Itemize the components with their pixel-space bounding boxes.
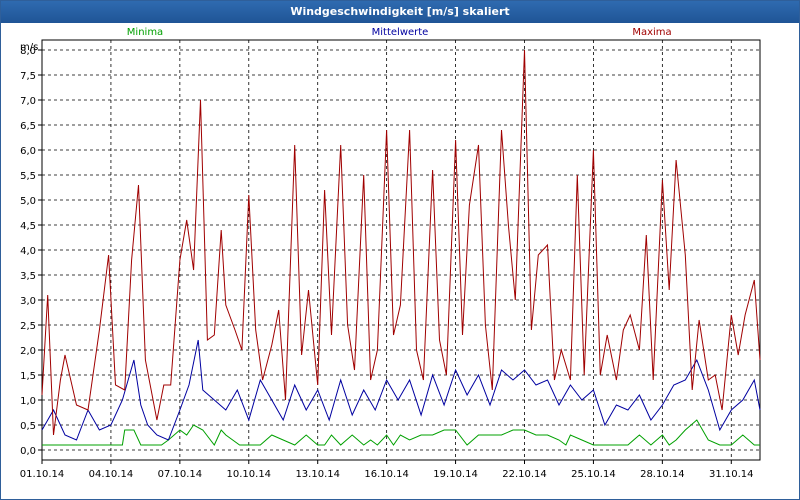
y-tick-label: 3,0	[20, 296, 36, 307]
y-axis-ticks: 0,0 0,5 1,0 1,5 2,0 2,5 3,0 3,5 4,0 4,5 5,0 5,5 6,0 6…	[20, 46, 42, 457]
x-tick-label: 10.10.14	[227, 469, 272, 480]
y-tick-label: 1,0	[20, 396, 36, 407]
y-tick-label: 2,5	[20, 321, 36, 332]
x-tick-label: 25.10.14	[571, 469, 616, 480]
y-tick-label: 4,5	[20, 221, 36, 232]
x-tick-label: 16.10.14	[364, 469, 409, 480]
series-line-minima	[42, 419, 760, 446]
x-tick-label: 07.10.14	[158, 469, 203, 480]
y-tick-label: 3,5	[20, 271, 36, 282]
y-tick-label: 0,0	[20, 446, 36, 457]
y-tick-label: 8,0	[20, 46, 36, 57]
y-tick-label: 4,0	[20, 246, 36, 257]
y-tick-label: 1,5	[20, 371, 36, 382]
y-tick-label: 5,5	[20, 171, 36, 182]
window-title: Windgeschwindigkeit [m/s] skaliert	[1, 1, 799, 23]
x-tick-label: 19.10.14	[433, 469, 478, 480]
y-tick-label: 2,0	[20, 346, 36, 357]
y-tick-label: 7,0	[20, 96, 36, 107]
y-tick-label: 0,5	[20, 421, 36, 432]
x-tick-label: 22.10.14	[502, 469, 547, 480]
x-tick-label: 01.10.14	[20, 469, 65, 480]
legend-mittelwerte: Mittelwerte	[372, 27, 429, 38]
y-tick-label: 7,5	[20, 71, 36, 82]
x-axis-ticks: 01.10.14 04.10.14 07.10.14 10.10.14 13.10.14…	[20, 460, 754, 480]
y-axis-label: m/s	[20, 42, 38, 53]
legend-maxima: Maxima	[632, 27, 671, 38]
y-tick-label: 6,0	[20, 146, 36, 157]
series-lines	[41, 49, 761, 446]
plot-area	[41, 39, 761, 461]
x-tick-label: 04.10.14	[89, 469, 134, 480]
x-tick-label: 31.10.14	[709, 469, 754, 480]
series-line-mittelwerte	[41, 339, 761, 441]
series-line-maxima	[41, 49, 761, 436]
x-tick-label: 28.10.14	[640, 469, 685, 480]
y-tick-label: 5,0	[20, 196, 36, 207]
y-tick-label: 6,5	[20, 121, 36, 132]
x-tick-label: 13.10.14	[295, 469, 340, 480]
legend-minima: Minima	[127, 27, 163, 38]
